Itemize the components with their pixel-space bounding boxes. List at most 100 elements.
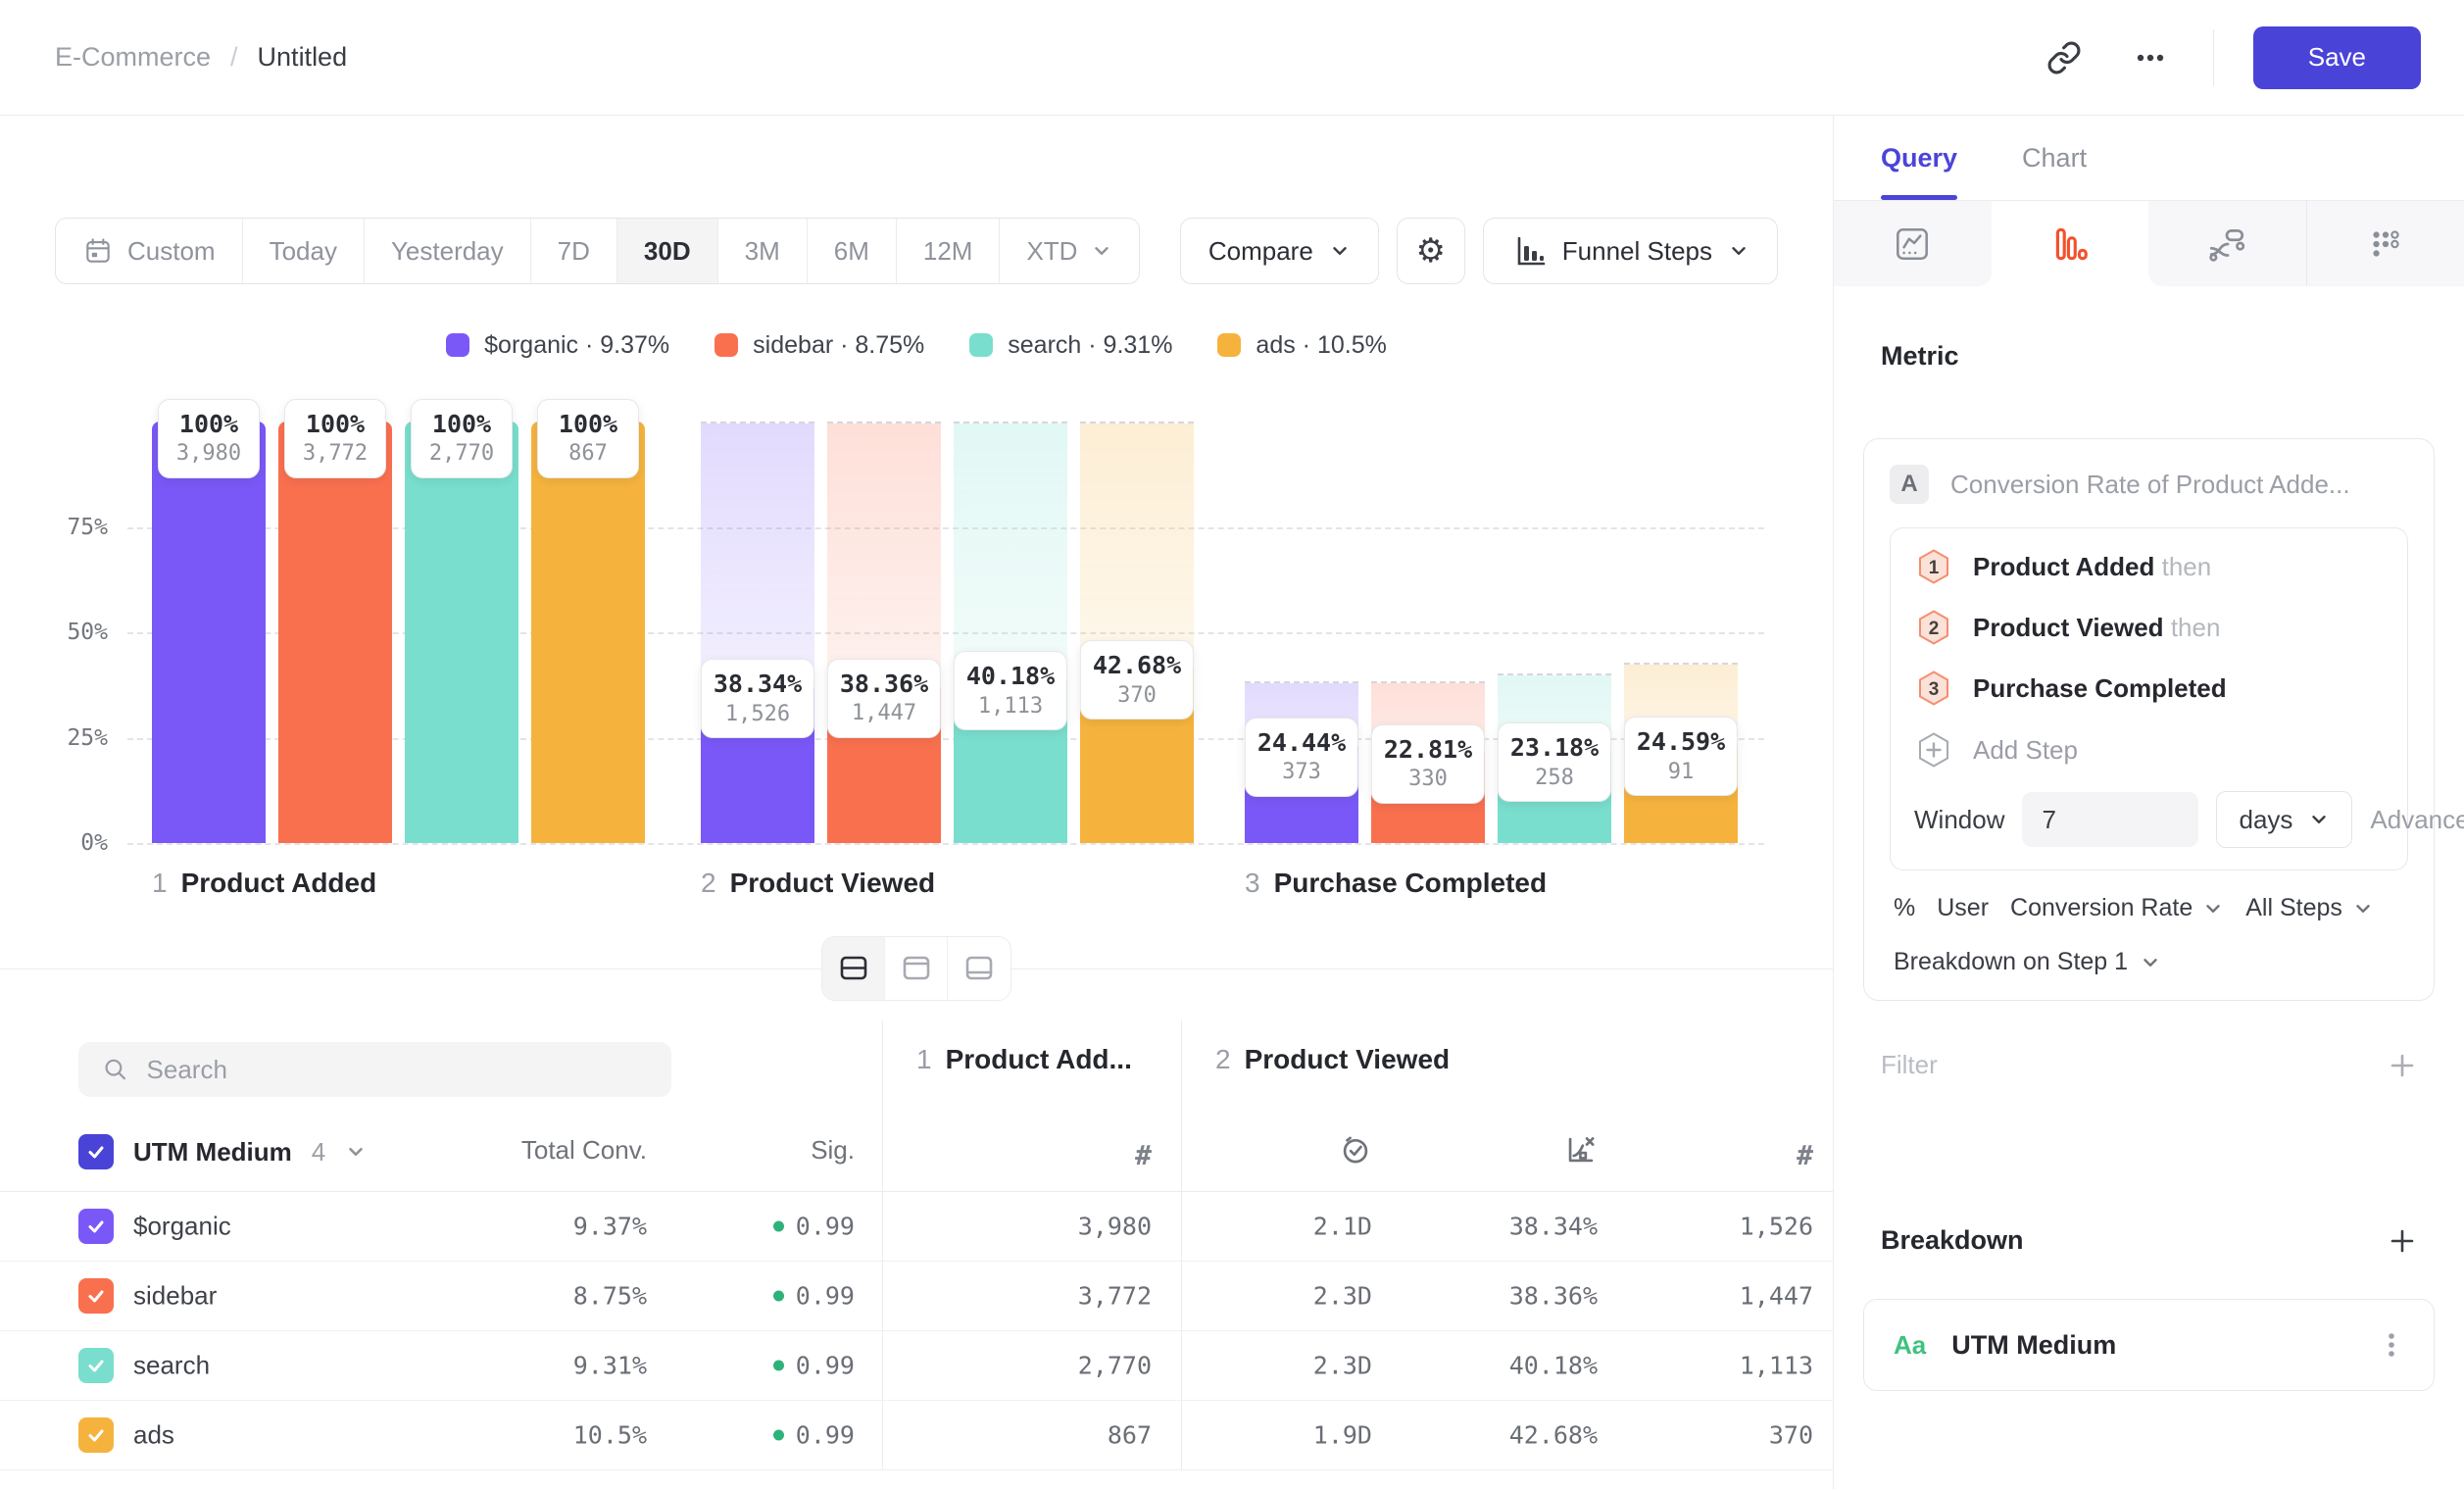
sig-column-header[interactable]: Sig. xyxy=(811,1135,855,1166)
bar-value-label: 24.59%91 xyxy=(1624,717,1738,796)
breakdown-options-button[interactable] xyxy=(2379,1328,2404,1362)
query-step-1[interactable]: 1Product Added then xyxy=(1891,536,2407,597)
query-panel: Query Chart Metric A Conversion Rate of P… xyxy=(1833,116,2464,1489)
breakdown-property-card[interactable]: Aa UTM Medium xyxy=(1863,1299,2435,1391)
legend-item[interactable]: search · 9.31% xyxy=(969,331,1172,360)
breadcrumb-current[interactable]: Untitled xyxy=(258,42,348,73)
query-step-3[interactable]: 3Purchase Completed xyxy=(1891,658,2407,719)
chevron-down-icon[interactable] xyxy=(2352,898,2374,919)
chart-type-button[interactable]: Funnel Steps xyxy=(1483,218,1778,284)
count-column-icon[interactable]: # xyxy=(1135,1139,1152,1171)
query-step-name: Product Viewed xyxy=(1973,613,2164,642)
funnel-bar[interactable] xyxy=(405,422,518,843)
table-search xyxy=(78,1042,671,1097)
query-step-2[interactable]: 2Product Viewed then xyxy=(1891,597,2407,658)
funnel-bar-slot: 24.59%91 xyxy=(1624,422,1738,843)
row-significance: 0.99 xyxy=(773,1421,855,1450)
select-all-checkbox[interactable] xyxy=(78,1134,114,1169)
total-conv-column-header[interactable]: Total Conv. xyxy=(521,1135,647,1166)
add-filter-button[interactable] xyxy=(2388,1051,2417,1080)
legend-item[interactable]: $organic · 9.37% xyxy=(446,331,669,360)
funnel-bars-icon xyxy=(2049,224,2091,265)
table-row[interactable]: search9.31%0.992,7702.3D40.18%1,113 xyxy=(0,1331,1833,1401)
date-range-today[interactable]: Today xyxy=(243,219,365,283)
window-value-input[interactable] xyxy=(2022,792,2198,847)
more-actions-button[interactable] xyxy=(2127,34,2174,81)
step-number: 2 xyxy=(701,868,716,899)
panel-tab-chart[interactable]: Chart xyxy=(2022,116,2087,200)
save-button[interactable]: Save xyxy=(2253,26,2421,89)
bar-count: 258 xyxy=(1510,765,1599,793)
metric-title[interactable]: Conversion Rate of Product Adde... xyxy=(1950,470,2350,500)
legend-item[interactable]: sidebar · 8.75% xyxy=(715,331,924,360)
bar-conversion-pct: 22.81% xyxy=(1384,734,1472,767)
breadcrumb-parent[interactable]: E-Commerce xyxy=(55,42,211,73)
share-link-button[interactable] xyxy=(2041,34,2088,81)
advanced-label: Advanced xyxy=(2370,805,2464,835)
chevron-down-icon[interactable] xyxy=(2202,898,2224,919)
funnel-step-label: 3Purchase Completed xyxy=(1245,868,1547,899)
date-range-3m[interactable]: 3M xyxy=(718,219,808,283)
table-row[interactable]: sidebar8.75%0.993,7722.3D38.36%1,447 xyxy=(0,1262,1833,1331)
row-checkbox[interactable] xyxy=(78,1209,114,1244)
group-column-header[interactable]: UTM Medium xyxy=(133,1137,292,1167)
steps-scope-selector[interactable]: All Steps xyxy=(2245,894,2342,922)
entity-selector[interactable]: User xyxy=(1937,894,1989,922)
window-unit-select[interactable]: days xyxy=(2216,791,2352,848)
conversion-column-icon[interactable] xyxy=(1564,1133,1598,1171)
funnel-bar[interactable] xyxy=(152,422,266,843)
search-input[interactable] xyxy=(147,1055,648,1085)
chart-settings-button[interactable]: ⚙ xyxy=(1397,218,1465,284)
chevron-down-icon[interactable] xyxy=(345,1141,367,1163)
legend-label: ads · 10.5% xyxy=(1256,331,1386,360)
date-range-12m[interactable]: 12M xyxy=(897,219,1001,283)
journeys-chart-tab[interactable] xyxy=(2148,201,2307,286)
count-column-icon[interactable]: # xyxy=(1797,1139,1813,1171)
legend-swatch xyxy=(969,333,993,357)
split-rows-icon xyxy=(837,952,870,985)
bottom-panel-view-button[interactable] xyxy=(948,937,1010,1000)
time-to-convert-column-icon[interactable] xyxy=(1339,1133,1372,1171)
step-number-hexagon-icon: 2 xyxy=(1914,608,1953,647)
split-rows-view-button[interactable] xyxy=(822,937,885,1000)
y-axis: 75%50%25%0% xyxy=(0,422,108,843)
row-checkbox[interactable] xyxy=(78,1278,114,1314)
funnel-step-label: 1Product Added xyxy=(152,868,376,899)
table-row[interactable]: $organic9.37%0.993,9802.1D38.34%1,526 xyxy=(0,1192,1833,1262)
date-range-7d[interactable]: 7D xyxy=(531,219,617,283)
funnel-bar[interactable] xyxy=(531,422,645,843)
compare-button[interactable]: Compare xyxy=(1180,218,1379,284)
top-panel-view-button[interactable] xyxy=(885,937,948,1000)
row-step2-time: 2.3D xyxy=(1313,1282,1372,1311)
date-range-6m[interactable]: 6M xyxy=(808,219,897,283)
panel-tab-query[interactable]: Query xyxy=(1881,116,1957,200)
date-range-xtd[interactable]: XTD xyxy=(1000,219,1139,283)
step-title: Product Viewed xyxy=(1245,1044,1451,1075)
chart-workspace: CustomTodayYesterday7D30D3M6M12MXTD Comp… xyxy=(0,116,1833,1489)
row-checkbox[interactable] xyxy=(78,1348,114,1383)
legend-item[interactable]: ads · 10.5% xyxy=(1217,331,1386,360)
date-range-30d[interactable]: 30D xyxy=(617,219,718,283)
date-range-custom[interactable]: Custom xyxy=(56,219,243,283)
bar-value-label: 100%3,772 xyxy=(284,399,386,478)
row-checkbox[interactable] xyxy=(78,1417,114,1453)
group-count: 4 xyxy=(312,1137,325,1167)
check-icon xyxy=(85,1424,107,1446)
date-range-yesterday[interactable]: Yesterday xyxy=(365,219,531,283)
bar-value-label: 40.18%1,113 xyxy=(954,651,1067,730)
step-number-hexagon-icon: 3 xyxy=(1914,669,1953,708)
metric-heading: Metric xyxy=(1881,341,2417,372)
retention-chart-tab[interactable] xyxy=(2307,201,2464,286)
breakdown-on-step-selector[interactable]: Breakdown on Step 1 xyxy=(1890,948,2408,976)
segmentation-chart-tab[interactable] xyxy=(1834,201,1992,286)
step-name: Purchase Completed xyxy=(1274,868,1548,899)
metric-badge: A xyxy=(1890,465,1929,504)
funnel-bar[interactable] xyxy=(278,422,392,843)
advanced-toggle[interactable]: Advanced xyxy=(2370,805,2464,835)
add-breakdown-button[interactable] xyxy=(2388,1226,2417,1256)
row-step1-count: 3,980 xyxy=(1078,1213,1152,1241)
table-row[interactable]: ads10.5%0.998671.9D42.68%370 xyxy=(0,1401,1833,1470)
metric-type-selector[interactable]: Conversion Rate xyxy=(2010,894,2193,922)
add-step-button[interactable]: Add Step xyxy=(1891,719,2407,781)
funnel-chart-tab[interactable] xyxy=(1992,201,2149,286)
